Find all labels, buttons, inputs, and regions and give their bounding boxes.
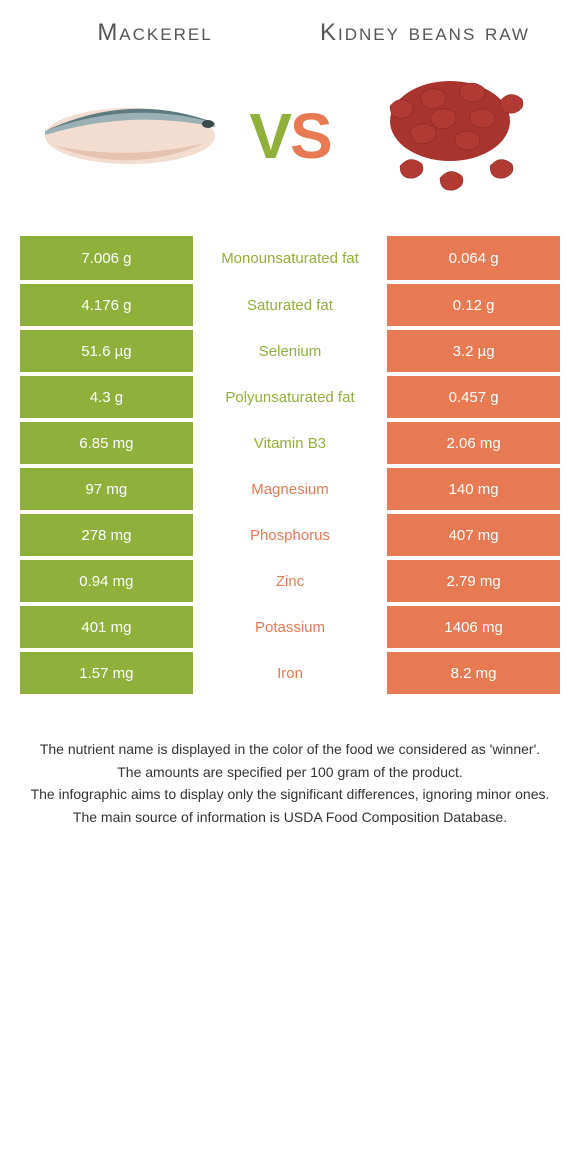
nutrient-name: Vitamin B3	[193, 420, 387, 466]
right-value: 0.12 g	[387, 282, 560, 328]
nutrient-name: Zinc	[193, 558, 387, 604]
nutrient-name: Polyunsaturated fat	[193, 374, 387, 420]
left-value: 7.006 g	[20, 236, 193, 282]
vs-row: V S	[20, 66, 560, 206]
footer-notes: The nutrient name is displayed in the co…	[20, 738, 560, 828]
table-row: 51.6 µgSelenium3.2 µg	[20, 328, 560, 374]
nutrient-name: Saturated fat	[193, 282, 387, 328]
nutrient-name: Potassium	[193, 604, 387, 650]
right-food-image	[341, 66, 560, 206]
mackerel-icon	[40, 91, 220, 181]
left-value: 4.3 g	[20, 374, 193, 420]
kidney-beans-icon	[370, 66, 530, 206]
left-value: 4.176 g	[20, 282, 193, 328]
left-value: 1.57 mg	[20, 650, 193, 696]
table-row: 97 mgMagnesium140 mg	[20, 466, 560, 512]
table-row: 0.94 mgZinc2.79 mg	[20, 558, 560, 604]
left-value: 97 mg	[20, 466, 193, 512]
right-value: 8.2 mg	[387, 650, 560, 696]
footer-line-3: The infographic aims to display only the…	[30, 783, 550, 805]
table-row: 6.85 mgVitamin B32.06 mg	[20, 420, 560, 466]
left-value: 278 mg	[20, 512, 193, 558]
right-value: 2.79 mg	[387, 558, 560, 604]
nutrient-name: Selenium	[193, 328, 387, 374]
nutrient-name: Phosphorus	[193, 512, 387, 558]
right-value: 3.2 µg	[387, 328, 560, 374]
nutrient-name: Magnesium	[193, 466, 387, 512]
table-row: 1.57 mgIron8.2 mg	[20, 650, 560, 696]
header-titles: Mackerel Kidney beans raw	[20, 20, 560, 46]
footer-line-1: The nutrient name is displayed in the co…	[30, 738, 550, 760]
right-value: 1406 mg	[387, 604, 560, 650]
left-value: 6.85 mg	[20, 420, 193, 466]
left-food-image	[20, 66, 239, 206]
right-value: 407 mg	[387, 512, 560, 558]
right-value: 2.06 mg	[387, 420, 560, 466]
left-food-title: Mackerel	[20, 20, 290, 46]
left-value: 0.94 mg	[20, 558, 193, 604]
right-value: 0.064 g	[387, 236, 560, 282]
right-food-title: Kidney beans raw	[290, 20, 560, 46]
table-row: 4.3 gPolyunsaturated fat0.457 g	[20, 374, 560, 420]
vs-label: V S	[249, 99, 330, 173]
nutrient-table: 7.006 gMonounsaturated fat0.064 g4.176 g…	[20, 236, 560, 698]
right-value: 140 mg	[387, 466, 560, 512]
table-row: 4.176 gSaturated fat0.12 g	[20, 282, 560, 328]
left-value: 51.6 µg	[20, 328, 193, 374]
table-row: 7.006 gMonounsaturated fat0.064 g	[20, 236, 560, 282]
vs-v: V	[249, 99, 290, 173]
nutrient-name: Iron	[193, 650, 387, 696]
footer-line-2: The amounts are specified per 100 gram o…	[30, 761, 550, 783]
left-value: 401 mg	[20, 604, 193, 650]
table-row: 401 mgPotassium1406 mg	[20, 604, 560, 650]
nutrient-name: Monounsaturated fat	[193, 236, 387, 282]
right-value: 0.457 g	[387, 374, 560, 420]
footer-line-4: The main source of information is USDA F…	[30, 806, 550, 828]
table-row: 278 mgPhosphorus407 mg	[20, 512, 560, 558]
vs-s: S	[290, 99, 331, 173]
